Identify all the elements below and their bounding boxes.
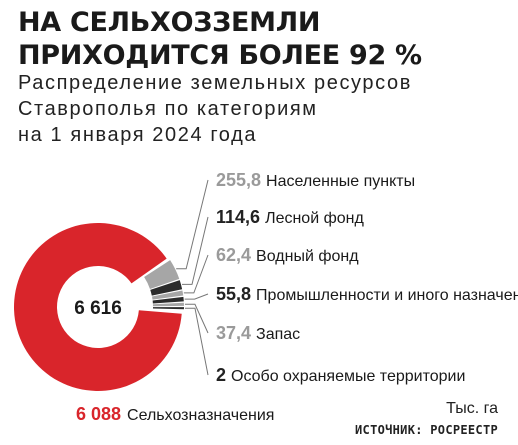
chart-subtitle: Распределение земельных ресурсов Ставроп… [18,70,412,148]
legend-label-3: Водный фонд [256,248,359,265]
leader-line-1 [176,179,209,270]
legend-label-1: Населенные пункты [266,173,415,190]
slice-1 [14,222,182,391]
source-label: ИСТОЧНИК: РОСРЕЕСТР [355,423,498,437]
unit-label: Тыс. га [446,400,498,417]
legend-item-2: 114,6 Лесной фонд [216,207,364,227]
legend-label-4: Промышленности и иного назначения [256,287,518,304]
slice-4 [151,290,184,300]
legend-value-5: 37,4 [216,323,251,343]
legend-item-6: 2 Особо охраняемые территории [216,365,465,385]
slice-6 [152,302,184,307]
legend-value-6: 2 [216,365,226,385]
leader-line-2 [182,216,209,285]
legend-value-3: 62,4 [216,245,251,265]
subtitle-line-2: Ставрополья по категориям [18,98,318,120]
slice-3 [150,280,183,296]
legend-label-main: Сельхозназначения [127,407,274,424]
legend-label-5: Запас [256,326,300,343]
legend-value-1: 255,8 [216,170,261,190]
slice-2 [144,260,180,290]
legend-item-main: 6 088 Сельхозназначения [76,404,274,424]
legend-value-main: 6 088 [76,404,121,424]
slice-7 [152,307,184,310]
leader-line-4 [184,293,209,300]
leader-line-5 [184,303,209,334]
legend-label-2: Лесной фонд [265,210,364,227]
leader-line-3 [183,254,209,294]
legend-item-1: 255,8 Населенные пункты [216,170,415,190]
legend-item-3: 62,4 Водный фонд [216,245,359,265]
chart-title: НА СЕЛЬХОЗЗЕМЛИ ПРИХОДИТСЯ БОЛЕЕ 92 % [18,6,422,72]
legend-item-4: 55,8 Промышленности и иного назначения [216,284,518,304]
slice-5 [152,296,184,304]
title-line-2: ПРИХОДИТСЯ БОЛЕЕ 92 % [18,40,422,71]
title-line-1: НА СЕЛЬХОЗЗЕМЛИ [18,7,321,38]
center-total-label: 6 616 [74,298,122,319]
subtitle-line-3: на 1 января 2024 года [18,124,258,146]
legend-item-5: 37,4 Запас [216,323,300,343]
legend-value-2: 114,6 [216,207,260,227]
leader-line-6 [184,307,209,376]
subtitle-line-1: Распределение земельных ресурсов [18,72,412,94]
legend-label-6: Особо охраняемые территории [231,368,465,385]
legend-value-4: 55,8 [216,284,251,304]
